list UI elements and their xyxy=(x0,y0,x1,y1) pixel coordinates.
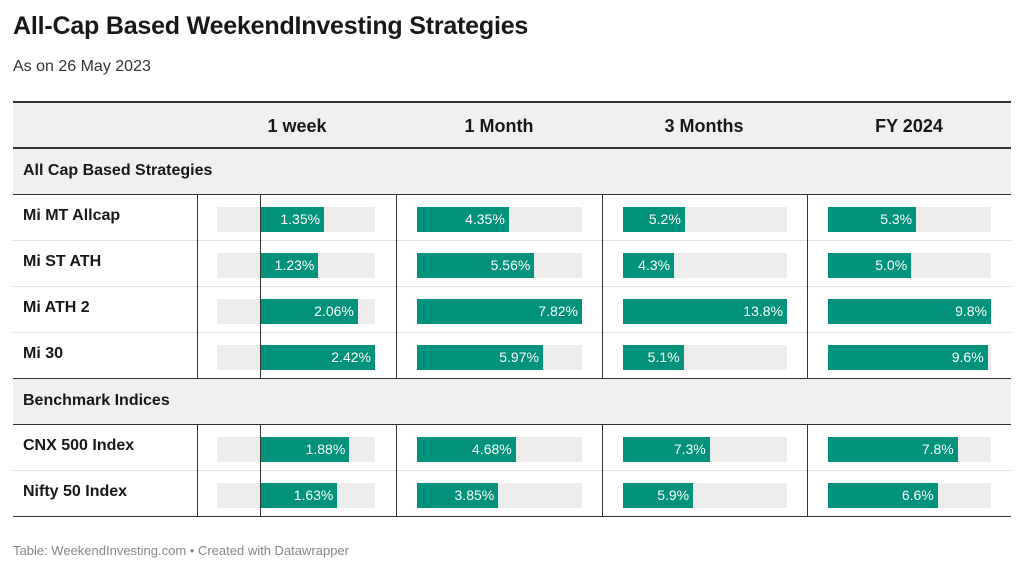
header-rule xyxy=(13,147,1011,149)
column-separator xyxy=(602,194,603,378)
chart-title: All-Cap Based WeekendInvesting Strategie… xyxy=(13,12,529,40)
bar-value-label: 6.6% xyxy=(901,487,934,503)
column-header-1-month: 1 Month xyxy=(464,116,534,136)
footer-source: Table: WeekendInvesting.com • Created wi… xyxy=(13,543,349,558)
row-divider xyxy=(13,332,1011,333)
bar xyxy=(623,253,675,278)
table-row: Mi 30 2.42% 5.97% 5.1% 9.6% xyxy=(13,332,1011,378)
row-label: Mi MT Allcap xyxy=(23,207,121,224)
bar-value-label: 13.8% xyxy=(743,303,783,319)
bar-value-label: 5.97% xyxy=(499,349,539,365)
bar-value-label: 1.35% xyxy=(280,211,321,227)
bar-value-label: 7.82% xyxy=(538,303,578,319)
row-label: Mi ATH 2 xyxy=(23,299,90,316)
top-rule xyxy=(13,101,1011,103)
bar xyxy=(259,483,338,508)
bar-value-label: 9.8% xyxy=(955,303,987,319)
group-end-rule xyxy=(13,378,1011,379)
group-rule xyxy=(13,424,1011,425)
zero-baseline xyxy=(259,194,261,378)
bar xyxy=(417,483,499,508)
column-separator xyxy=(807,424,808,516)
bar-value-label: 5.0% xyxy=(875,257,908,273)
bar-value-label: 4.35% xyxy=(465,211,505,227)
row-divider xyxy=(13,240,1011,241)
table-row: Mi ST ATH 1.23% 5.56% 4.3% 5.0% xyxy=(13,240,1011,286)
bar xyxy=(623,299,787,324)
bar xyxy=(417,253,535,278)
bar xyxy=(259,437,350,462)
column-header-1-week: 1 week xyxy=(267,116,327,136)
row-divider xyxy=(13,470,1011,471)
column-separator xyxy=(197,194,198,378)
bar-value-label: 9.6% xyxy=(951,349,984,365)
row-label: Nifty 50 Index xyxy=(23,483,128,500)
bar xyxy=(259,345,375,370)
column-separator xyxy=(396,424,397,516)
bar xyxy=(828,207,917,232)
bar xyxy=(417,437,516,462)
bottom-rule xyxy=(13,516,1011,517)
group-row: All Cap Based Strategies xyxy=(13,149,1011,194)
row-label: Mi 30 xyxy=(23,345,64,362)
table-row: CNX 500 Index 1.88% 4.68% 7.3% 7.8% xyxy=(13,424,1011,470)
bar-value-label: 5.1% xyxy=(647,349,680,365)
bar xyxy=(259,253,319,278)
row-label: Mi ST ATH xyxy=(23,253,102,270)
bar xyxy=(828,483,938,508)
group-label: All Cap Based Strategies xyxy=(23,162,213,179)
bar xyxy=(828,345,988,370)
bar xyxy=(623,345,684,370)
bar xyxy=(828,253,912,278)
bar xyxy=(828,299,991,324)
bar-value-label: 1.88% xyxy=(305,441,346,457)
bar xyxy=(259,207,325,232)
bar xyxy=(259,299,358,324)
column-separator xyxy=(197,424,198,516)
bar-value-label: 7.8% xyxy=(921,441,954,457)
column-separator xyxy=(396,194,397,378)
bar-value-label: 7.3% xyxy=(673,441,706,457)
bar xyxy=(417,345,543,370)
bar-value-label: 1.23% xyxy=(274,257,315,273)
bar-value-label: 3.85% xyxy=(454,487,495,503)
bar xyxy=(417,299,582,324)
bar xyxy=(417,207,509,232)
column-separator xyxy=(807,194,808,378)
chart-subtitle: As on 26 May 2023 xyxy=(13,58,151,75)
row-label: CNX 500 Index xyxy=(23,437,135,454)
bar-value-label: 5.56% xyxy=(490,257,531,273)
table-row: Mi ATH 2 2.06% 7.82% 13.8% 9.8% xyxy=(13,286,1011,332)
group-row: Benchmark Indices xyxy=(13,379,1011,424)
bar xyxy=(623,207,685,232)
bar xyxy=(623,483,694,508)
group-label: Benchmark Indices xyxy=(23,392,170,409)
column-separator xyxy=(602,424,603,516)
bar-value-label: 4.3% xyxy=(638,257,671,273)
bar-value-label: 4.68% xyxy=(472,441,512,457)
table-row: Mi MT Allcap 1.35% 4.35% 5.2% 5.3% xyxy=(13,194,1011,240)
bar-value-label: 1.63% xyxy=(293,487,334,503)
zero-baseline xyxy=(259,424,261,516)
bar-value-label: 2.06% xyxy=(314,303,354,319)
bar-value-label: 5.9% xyxy=(657,487,690,503)
row-divider xyxy=(13,286,1011,287)
bar-value-label: 5.2% xyxy=(648,211,681,227)
table-row: Nifty 50 Index 1.63% 3.85% 5.9% 6.6% xyxy=(13,470,1011,516)
column-header-3-months: 3 Months xyxy=(664,116,744,136)
column-header-fy-2024: FY 2024 xyxy=(875,116,943,136)
bar xyxy=(623,437,710,462)
bar-value-label: 2.42% xyxy=(331,349,371,365)
bar-value-label: 5.3% xyxy=(880,211,913,227)
bar xyxy=(828,437,958,462)
header-row: 1 week 1 Month 3 Months FY 2024 xyxy=(13,103,1011,148)
group-rule xyxy=(13,194,1011,195)
